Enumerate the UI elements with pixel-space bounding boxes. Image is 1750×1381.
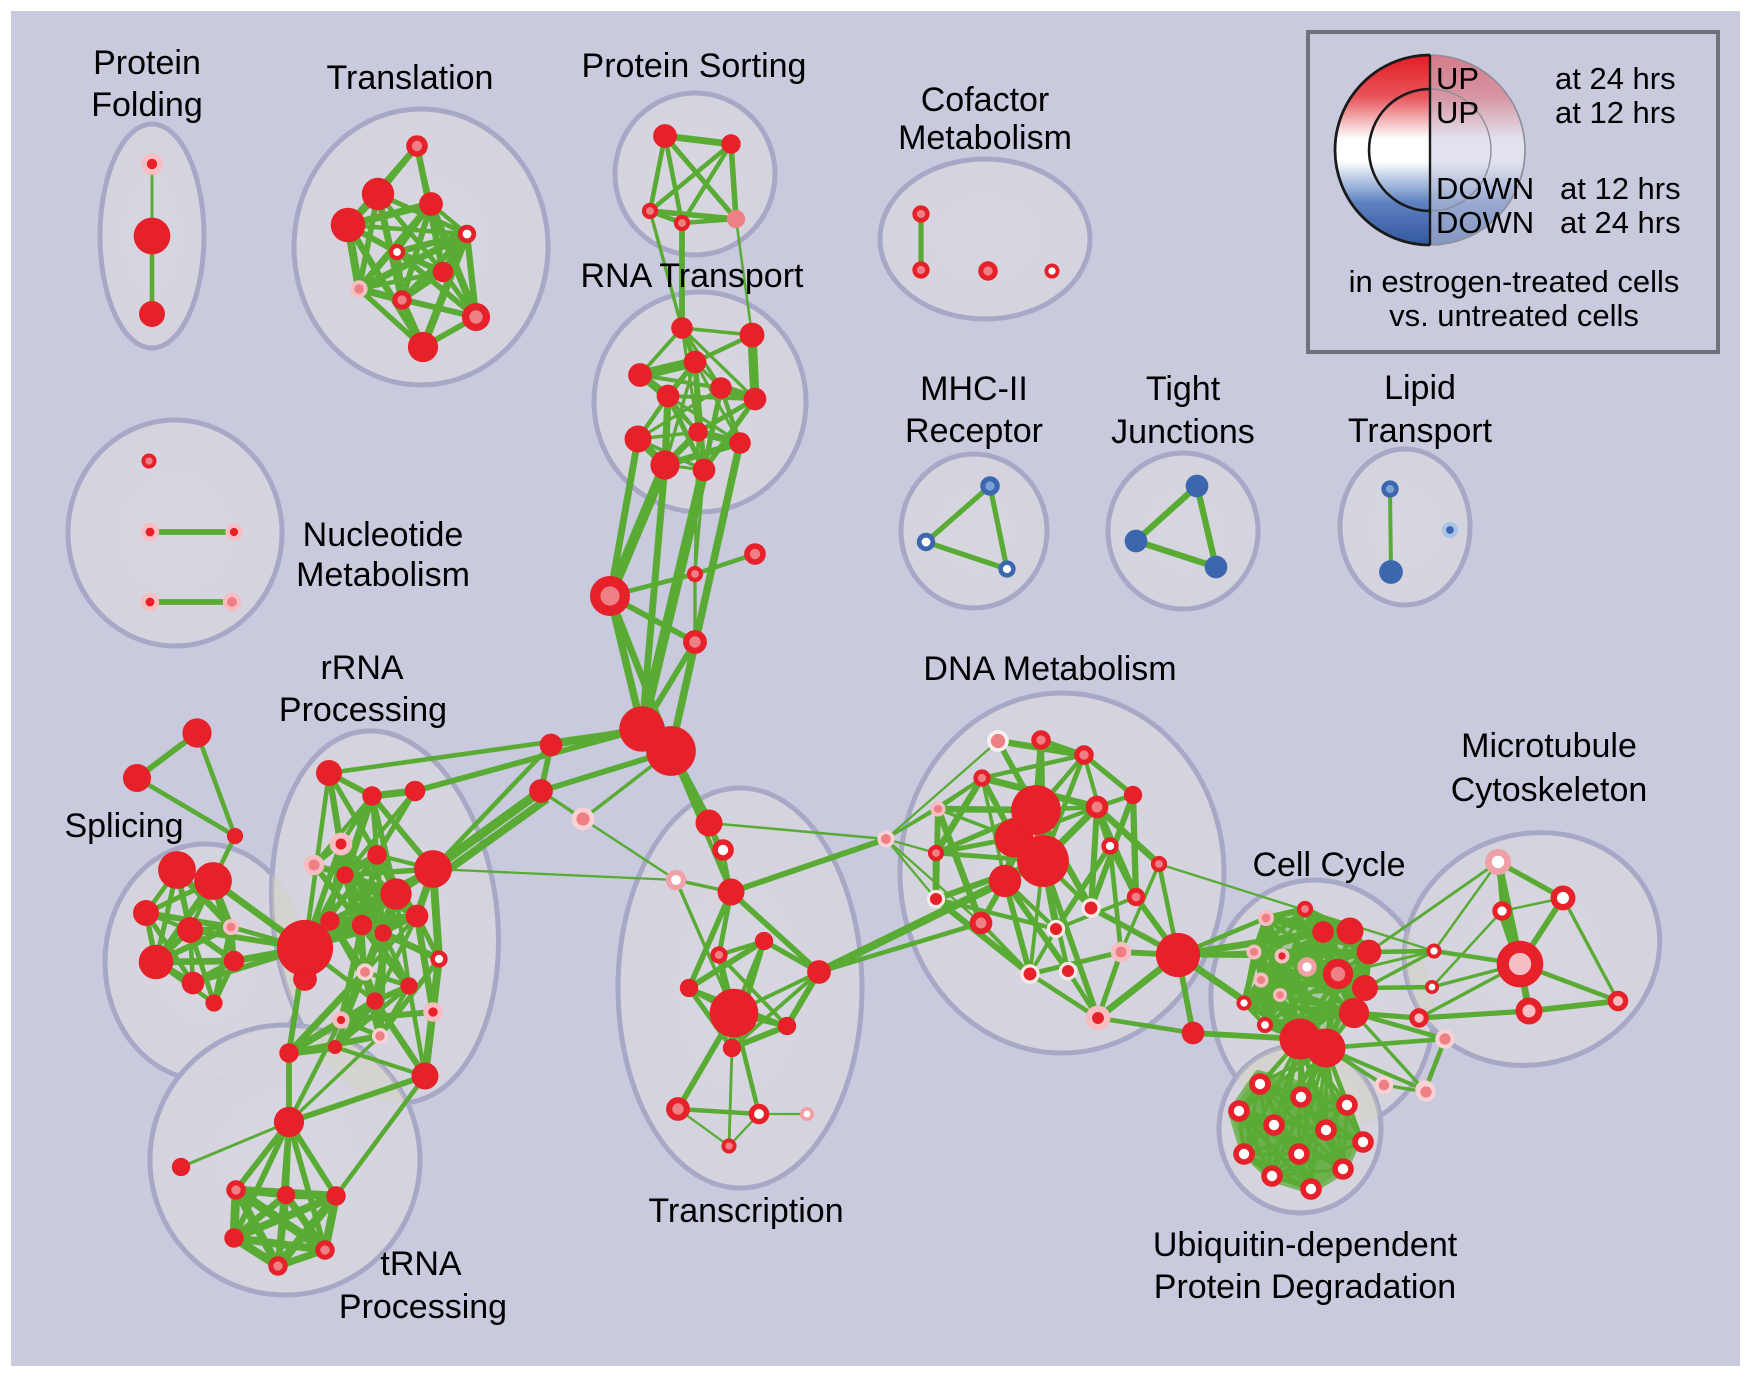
svg-text:DOWN: DOWN <box>1436 205 1534 240</box>
svg-text:Tight: Tight <box>1146 370 1221 408</box>
svg-text:MHC-II: MHC-II <box>920 370 1028 408</box>
svg-text:in estrogen-treated cells: in estrogen-treated cells <box>1349 264 1680 299</box>
svg-text:Receptor: Receptor <box>905 412 1043 450</box>
svg-text:Translation: Translation <box>327 59 494 97</box>
svg-text:RNA Transport: RNA Transport <box>581 257 805 295</box>
svg-text:Protein: Protein <box>93 44 201 82</box>
svg-text:Cofactor: Cofactor <box>921 81 1050 119</box>
svg-text:Transport: Transport <box>1348 412 1493 450</box>
svg-text:vs. untreated cells: vs. untreated cells <box>1389 298 1639 333</box>
svg-text:rRNA: rRNA <box>320 649 403 687</box>
svg-text:Ubiquitin-dependent: Ubiquitin-dependent <box>1153 1226 1458 1264</box>
svg-text:tRNA: tRNA <box>380 1245 462 1283</box>
svg-text:Cell Cycle: Cell Cycle <box>1252 846 1405 884</box>
svg-text:Transcription: Transcription <box>648 1192 843 1230</box>
svg-text:Microtubule: Microtubule <box>1461 727 1637 765</box>
svg-text:DNA Metabolism: DNA Metabolism <box>923 650 1176 688</box>
svg-text:DOWN: DOWN <box>1436 171 1534 206</box>
svg-text:at 12 hrs: at 12 hrs <box>1555 95 1676 130</box>
svg-text:UP: UP <box>1436 61 1479 96</box>
svg-text:Processing: Processing <box>279 691 447 729</box>
svg-text:Folding: Folding <box>91 86 203 124</box>
svg-text:Protein Sorting: Protein Sorting <box>582 47 807 85</box>
svg-text:Protein Degradation: Protein Degradation <box>1154 1268 1456 1306</box>
svg-text:UP: UP <box>1436 95 1479 130</box>
svg-text:Metabolism: Metabolism <box>898 119 1072 157</box>
svg-text:Processing: Processing <box>339 1288 507 1326</box>
svg-text:Lipid: Lipid <box>1384 369 1456 407</box>
svg-text:at 12 hrs: at 12 hrs <box>1560 171 1681 206</box>
svg-text:Metabolism: Metabolism <box>296 556 470 594</box>
svg-text:at 24 hrs: at 24 hrs <box>1555 61 1676 96</box>
svg-text:Junctions: Junctions <box>1111 413 1255 451</box>
svg-text:at 24 hrs: at 24 hrs <box>1560 205 1681 240</box>
svg-text:Cytoskeleton: Cytoskeleton <box>1451 771 1648 809</box>
svg-text:Splicing: Splicing <box>64 807 183 845</box>
svg-text:Nucleotide: Nucleotide <box>303 516 464 554</box>
